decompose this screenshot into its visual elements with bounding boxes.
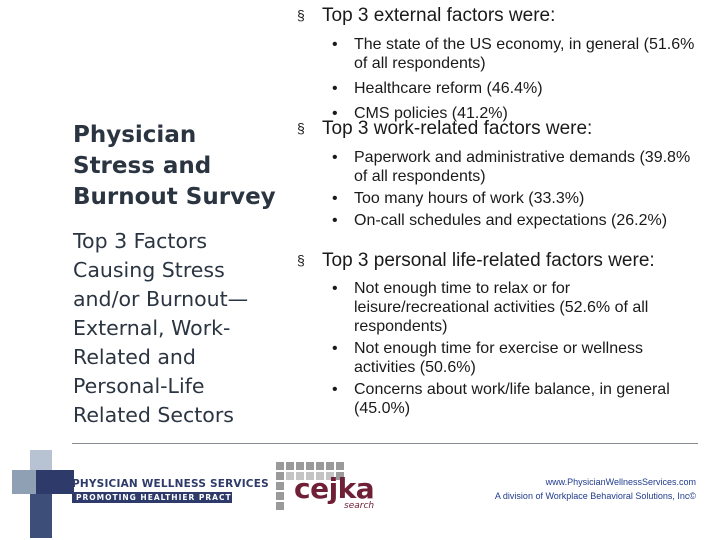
list-item-text: CMS policies (41.2%)	[354, 105, 508, 122]
list-item: • Concerns about work/life balance, in ge…	[296, 380, 706, 418]
section-heading-text: Top 3 personal life-related factors were…	[322, 250, 655, 271]
footer-credits: www.PhysicianWellnessServices.com A divi…	[495, 475, 696, 503]
square-bullet-icon: §	[297, 7, 305, 23]
dot-bullet-icon: •	[332, 190, 338, 207]
list-item-text: Too many hours of work (33.3%)	[354, 190, 585, 207]
dot-bullet-icon: •	[332, 105, 338, 122]
bullet-list-work: • Paperwork and administrative demands (3…	[296, 148, 706, 230]
footer-divider	[72, 443, 698, 444]
list-item-text: Not enough time to relax or for leisure/…	[354, 280, 649, 335]
bullet-list-external: • The state of the US economy, in general…	[296, 35, 706, 123]
list-item-text: Healthcare reform (46.4%)	[354, 80, 543, 97]
list-item: • On-call schedules and expectations (26.…	[296, 211, 706, 230]
list-item: • Healthcare reform (46.4%)	[296, 79, 706, 98]
dot-bullet-icon: •	[332, 212, 338, 229]
list-item: • Not enough time for exercise or wellnes…	[296, 339, 706, 377]
list-item: • Too many hours of work (33.3%)	[296, 189, 706, 208]
dot-bullet-icon: •	[332, 340, 338, 357]
slide-title: Physician Stress and Burnout Survey	[73, 122, 276, 210]
dot-bullet-icon: •	[332, 36, 338, 53]
list-item-text: Paperwork and administrative demands (39…	[354, 149, 691, 185]
pws-tagline: PROMOTING HEALTHIER PRACTICES	[72, 492, 253, 503]
section-work-related: § Top 3 work-related factors were: • Pape…	[296, 118, 706, 233]
dot-bullet-icon: •	[332, 80, 338, 97]
square-bullet-icon: §	[297, 252, 305, 268]
section-heading-text: Top 3 external factors were:	[322, 5, 556, 26]
list-item-text: Not enough time for exercise or wellness…	[354, 340, 644, 376]
section-heading-text: Top 3 work-related factors were:	[322, 118, 593, 139]
dot-bullet-icon: •	[332, 381, 338, 398]
dot-bullet-icon: •	[332, 149, 338, 166]
section-heading-external: § Top 3 external factors were:	[296, 5, 706, 26]
dot-bullet-icon: •	[332, 280, 338, 297]
section-external: § Top 3 external factors were: • The stat…	[296, 5, 706, 129]
cejka-subword: search	[344, 501, 375, 511]
list-item-text: Concerns about work/life balance, in gen…	[354, 381, 670, 417]
pws-company-name: PHYSICIAN WELLNESS SERVICES	[72, 478, 269, 490]
cejka-grid-logo-icon	[276, 462, 344, 510]
list-item: • Not enough time to relax or for leisure…	[296, 279, 706, 336]
cejka-wordmark: cejka	[294, 472, 375, 505]
pws-cross-logo-icon	[12, 450, 74, 538]
list-item-text: On-call schedules and expectations (26.2…	[354, 212, 668, 229]
title-block: Physician Stress and Burnout Survey Top …	[73, 120, 278, 430]
list-item: • CMS policies (41.2%)	[296, 104, 706, 123]
section-heading-personal: § Top 3 personal life-related factors we…	[296, 250, 706, 271]
slide-subtitle: Top 3 Factors Causing Stress and/or Burn…	[73, 229, 249, 427]
website-link[interactable]: www.PhysicianWellnessServices.com	[545, 477, 696, 487]
pws-logo-text: PHYSICIAN WELLNESS SERVICES PROMOTING HE…	[72, 478, 269, 503]
square-bullet-icon: §	[297, 120, 305, 136]
list-item-text: The state of the US economy, in general …	[354, 36, 695, 72]
bullet-list-personal: • Not enough time to relax or for leisure…	[296, 279, 706, 418]
list-item: • The state of the US economy, in general…	[296, 35, 706, 73]
section-heading-work: § Top 3 work-related factors were:	[296, 118, 706, 139]
list-item: • Paperwork and administrative demands (3…	[296, 148, 706, 186]
division-text: A division of Workplace Behavioral Solut…	[494, 491, 696, 501]
section-personal-life: § Top 3 personal life-related factors we…	[296, 250, 706, 421]
